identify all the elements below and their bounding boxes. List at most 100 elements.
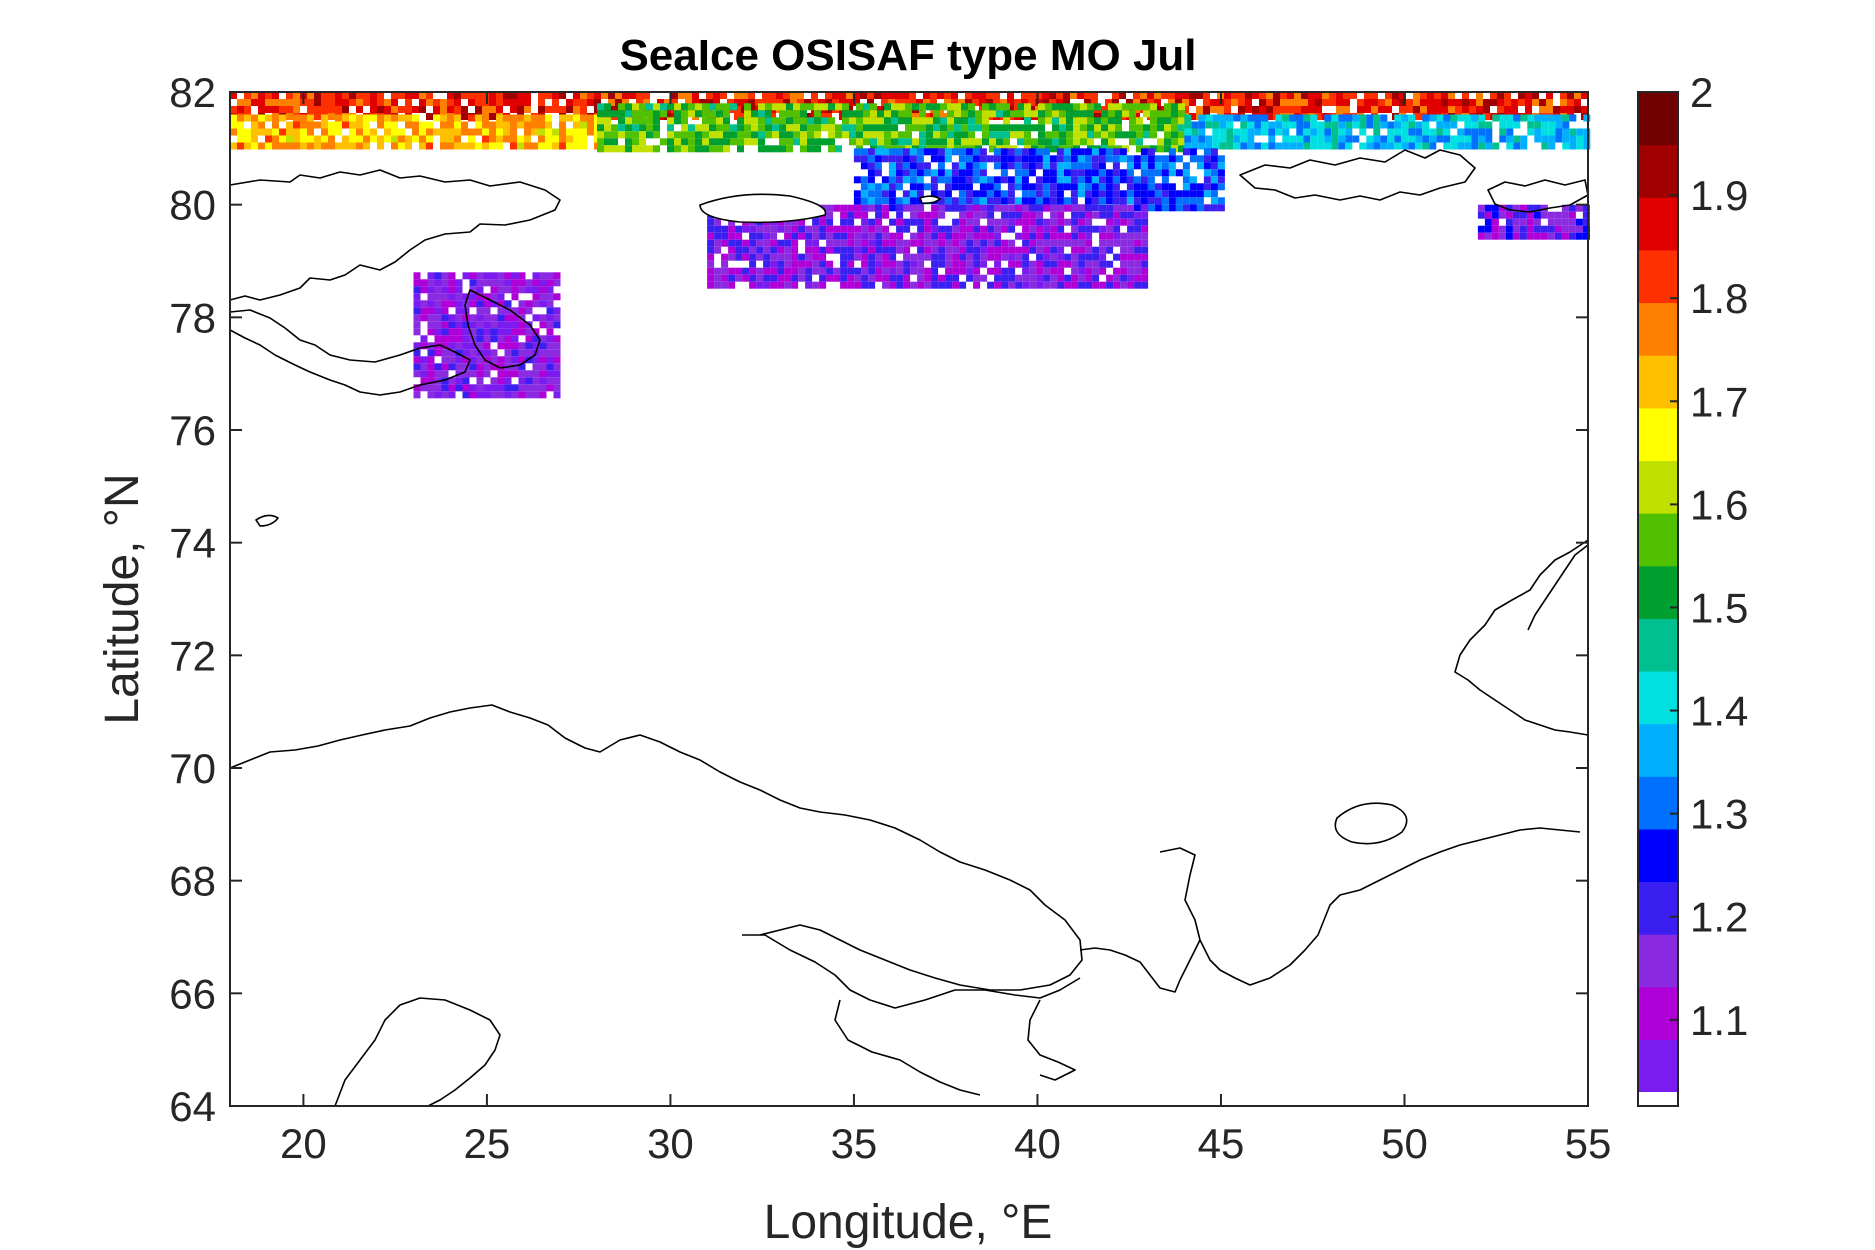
ice-cell	[653, 117, 660, 125]
ice-cell	[1063, 92, 1070, 99]
ice-cell	[996, 131, 1003, 139]
ice-cell	[888, 190, 896, 198]
ice-cell	[328, 106, 335, 113]
ice-cell	[1546, 99, 1553, 106]
ice-cell	[770, 267, 778, 275]
ice-cell	[532, 300, 540, 308]
x-tick-label: 25	[464, 1120, 511, 1167]
ice-cell	[987, 211, 995, 219]
ice-cell	[1101, 117, 1108, 125]
ice-cell	[798, 260, 806, 268]
ice-cell	[1115, 103, 1122, 111]
ice-cell	[952, 239, 960, 247]
ice-cell	[1150, 124, 1157, 132]
ice-cell	[868, 246, 876, 254]
ice-cell	[511, 328, 519, 336]
ice-cell	[994, 246, 1002, 254]
ice-cell	[1178, 124, 1185, 132]
ice-cell	[265, 92, 272, 99]
ice-cell	[258, 142, 265, 150]
ice-cell	[370, 106, 377, 113]
ice-cell	[490, 328, 498, 336]
ice-cell	[807, 145, 814, 153]
ice-cell	[863, 103, 870, 111]
ice-cell	[455, 349, 463, 357]
ice-cell	[1140, 162, 1148, 170]
ice-cell	[1063, 148, 1071, 156]
ice-cell	[532, 363, 540, 371]
ice-cell	[1105, 99, 1112, 106]
colorbar-segment	[1638, 986, 1678, 1040]
ice-cell	[1063, 169, 1071, 177]
colorbar-segment	[1638, 1039, 1678, 1093]
ice-cell	[784, 218, 792, 226]
ice-cell	[1057, 225, 1065, 233]
ice-cell	[1406, 106, 1413, 113]
y-tick-label: 68	[169, 858, 216, 905]
ice-cell	[709, 145, 716, 153]
ice-cell	[952, 253, 960, 261]
ice-cell	[349, 114, 356, 122]
ice-cell	[1287, 99, 1294, 106]
ice-cell	[482, 106, 489, 113]
ice-cell	[413, 286, 421, 294]
ice-cell	[975, 138, 982, 146]
ice-cell	[1049, 183, 1057, 191]
ice-cell	[896, 239, 904, 247]
ice-cell	[293, 135, 300, 143]
ice-cell	[972, 155, 980, 163]
ice-cell	[1310, 128, 1318, 136]
ice-cell	[910, 211, 918, 219]
ice-cell	[1182, 169, 1190, 177]
ice-cell	[1476, 106, 1483, 113]
ice-cell	[1189, 176, 1197, 184]
ice-cell	[1141, 267, 1149, 275]
ice-cell	[1127, 253, 1135, 261]
colorbar-segment	[1638, 828, 1678, 883]
ice-cell	[447, 128, 454, 136]
ice-cell	[916, 155, 924, 163]
ice-cell	[629, 92, 636, 99]
ice-cell	[419, 142, 426, 150]
coastlines	[229, 149, 1589, 1107]
ice-cell	[937, 176, 945, 184]
ice-cell	[538, 114, 545, 122]
ice-cell	[497, 272, 505, 280]
ice-cell	[861, 281, 869, 289]
ice-cell	[847, 274, 855, 282]
ice-cell	[973, 281, 981, 289]
ice-cell	[1504, 99, 1511, 106]
ice-cell	[611, 131, 618, 139]
ice-cell	[994, 260, 1002, 268]
ice-cell	[307, 128, 314, 136]
ice-cell	[391, 99, 398, 106]
ice-cell	[615, 92, 622, 99]
ice-cell	[898, 117, 905, 125]
ice-cell	[1574, 92, 1581, 99]
ice-cell	[1136, 145, 1143, 153]
ice-cell	[448, 321, 456, 329]
ice-cell	[1491, 225, 1499, 233]
ice-cell	[511, 286, 519, 294]
ice-cell	[791, 253, 799, 261]
ice-cell	[702, 117, 709, 125]
ice-cell	[653, 103, 660, 111]
ice-cell	[1171, 124, 1178, 132]
ice-cell	[1084, 183, 1092, 191]
ice-cell	[993, 176, 1001, 184]
ice-cell	[279, 106, 286, 113]
ice-cell	[1059, 117, 1066, 125]
ice-cell	[244, 114, 251, 122]
ice-cell	[812, 232, 820, 240]
ice-cell	[1175, 92, 1182, 99]
ice-cell	[1331, 128, 1339, 136]
ice-cell	[1022, 260, 1030, 268]
ice-cell	[335, 99, 342, 106]
ice-cell	[1008, 225, 1016, 233]
ice-cell	[861, 246, 869, 254]
kolguev-island	[1334, 802, 1408, 845]
ice-cell	[805, 232, 813, 240]
ice-cell	[1134, 232, 1142, 240]
ice-cell	[1198, 128, 1206, 136]
